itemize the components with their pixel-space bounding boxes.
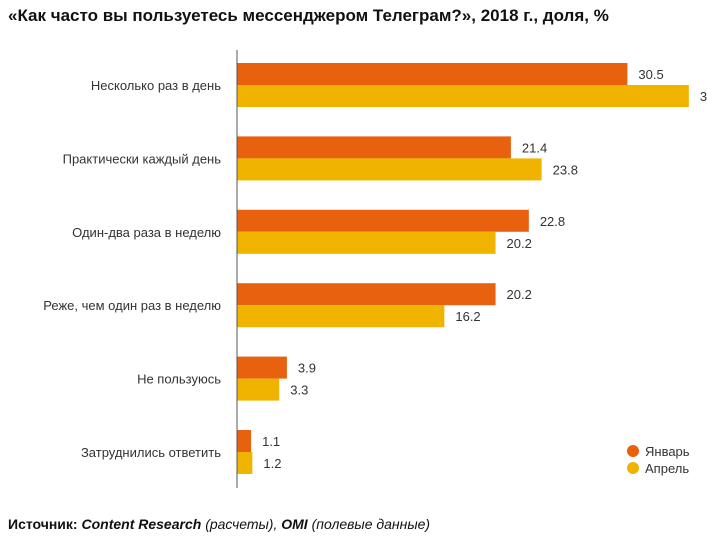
- source-note-1: (расчеты),: [205, 516, 278, 532]
- value-label: 30.5: [638, 67, 663, 82]
- bar-january-2: [237, 209, 529, 232]
- value-label: 20.2: [507, 236, 532, 251]
- legend-label-april: Апрель: [645, 461, 689, 476]
- value-label: 23.8: [553, 162, 578, 177]
- value-label: 20.2: [507, 287, 532, 302]
- category-label: Реже, чем один раз в неделю: [43, 298, 221, 313]
- category-labels-layer: Несколько раз в день Практически каждый д…: [43, 78, 221, 460]
- bar-april-3: [237, 305, 445, 328]
- source-org-1: Content Research: [81, 516, 202, 532]
- value-label: 1.2: [263, 456, 281, 471]
- source-note: Источник: Content Research (расчеты), OM…: [8, 516, 430, 532]
- value-label: 3.9: [298, 361, 316, 376]
- bar-january-3: [237, 283, 496, 306]
- legend-marker-april: [627, 462, 639, 474]
- category-label: Затруднились ответить: [81, 445, 221, 460]
- legend: Январь Апрель: [627, 444, 690, 476]
- bar-april-4: [237, 378, 280, 401]
- bar-april-1: [237, 158, 542, 181]
- bar-january-1: [237, 136, 511, 159]
- value-label: 16.2: [455, 309, 480, 324]
- category-label: Практически каждый день: [63, 151, 222, 166]
- bar-april-2: [237, 231, 496, 254]
- source-org-2: OMI: [281, 516, 308, 532]
- category-label: Несколько раз в день: [91, 78, 221, 93]
- value-label: 21.4: [522, 140, 547, 155]
- bar-january-5: [237, 430, 252, 452]
- category-label: Один-два раза в неделю: [72, 225, 221, 240]
- bar-april-0: [237, 85, 689, 107]
- bar-january-4: [237, 356, 287, 379]
- value-label: 3.3: [290, 383, 308, 398]
- value-labels-layer: 30.5 35.3 21.4 23.8 22.8 20.2 20.2 16.2 3.9 3.3 1.…: [262, 67, 707, 471]
- value-label: 22.8: [540, 214, 565, 229]
- bar-april-5: [237, 452, 253, 474]
- source-label: Источник:: [8, 516, 78, 532]
- bar-january-0: [237, 63, 628, 85]
- chart-title: «Как часто вы пользуетесь мессенджером Т…: [8, 6, 609, 25]
- value-label: 1.1: [262, 434, 280, 449]
- category-label: Не пользуюсь: [137, 372, 221, 387]
- source-note-2: (полевые данные): [311, 516, 431, 532]
- legend-marker-january: [627, 445, 639, 457]
- legend-label-january: Январь: [645, 444, 690, 459]
- value-label: 35.3: [700, 89, 707, 104]
- bars-layer: [237, 63, 689, 474]
